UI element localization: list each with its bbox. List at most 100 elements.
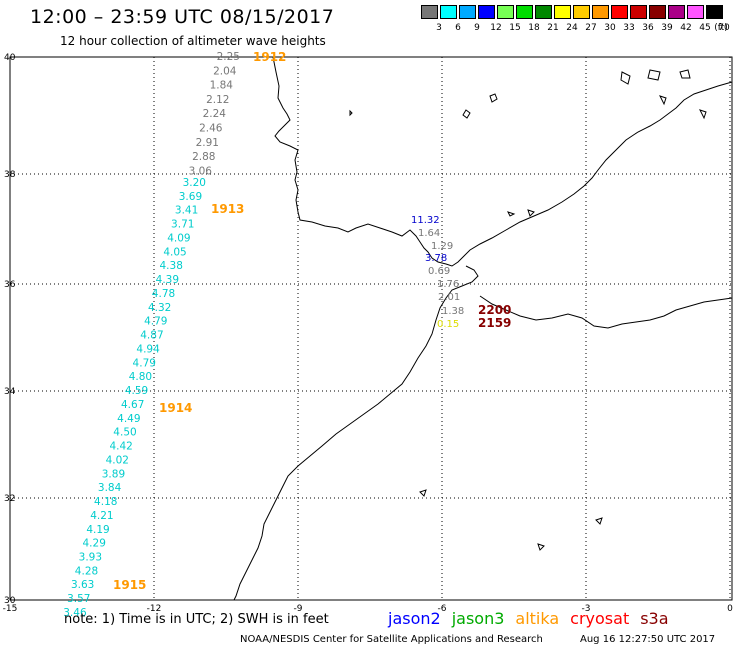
generated-timestamp: Aug 16 12:27:50 UTC 2017 [580, 634, 716, 645]
wave-height-value: 4.28 [75, 565, 98, 577]
legend-altika: altika [515, 609, 560, 628]
wave-height-value: 4.38 [160, 260, 183, 272]
legend-jason2: jason2 [388, 609, 441, 628]
longitude-label: -9 [294, 604, 303, 614]
wave-height-value: 11.32 [411, 215, 440, 226]
wave-height-value: 4.59 [125, 385, 148, 397]
scale-label: 70 [718, 23, 730, 33]
scale-swatch [611, 5, 628, 19]
wave-height-value: 2.25 [217, 51, 240, 63]
credit-line: NOAA/NESDIS Center for Satellite Applica… [240, 634, 543, 645]
footnote: note: 1) Time is in UTC; 2) SWH is in fe… [64, 612, 329, 627]
wave-height-value: 4.49 [117, 413, 140, 425]
scale-swatch [687, 5, 704, 19]
wave-height-value: 3.89 [102, 468, 125, 480]
scale-swatch [706, 5, 723, 19]
scale-swatch [668, 5, 685, 19]
latitude-label: 38 [4, 170, 16, 180]
wave-height-value: 2.88 [192, 151, 215, 163]
scale-swatch [535, 5, 552, 19]
wave-height-value: 3.93 [79, 551, 102, 563]
scale-unit: (ft) [714, 23, 728, 33]
scale-label: 39 [661, 23, 673, 33]
plot-frame [9, 56, 733, 601]
wave-height-value: 4.87 [140, 330, 163, 342]
wave-height-value: 2.04 [213, 65, 237, 77]
graticule [9, 56, 732, 601]
wave-height-value: 1.84 [210, 80, 234, 92]
wave-height-value: 2.24 [203, 108, 227, 120]
wave-height-value: 4.80 [129, 371, 152, 383]
wave-height-value: 4.18 [94, 496, 117, 508]
altimeter-tracks-strait: 11.32 3.78 1.64 1.29 0.69 1.76 2.01 1.38 0.15 220… [411, 215, 511, 330]
latitude-labels: 40 38 36 34 32 30 [4, 53, 16, 606]
wave-height-value: 3.69 [179, 191, 202, 203]
scale-label: 45 [699, 23, 711, 33]
legend-s3a: s3a [640, 609, 669, 628]
latitude-label: 36 [4, 280, 16, 290]
wave-height-value: 3.20 [183, 177, 206, 189]
wave-height-value: 1.76 [437, 279, 459, 290]
wave-height-value: 4.94 [136, 343, 160, 355]
scale-label: 3 [436, 23, 442, 33]
coastline [233, 56, 733, 601]
wave-height-value: 4.79 [144, 316, 167, 328]
wave-height-value: 2.12 [206, 94, 229, 106]
pass-time-label: 1914 [159, 401, 192, 415]
wave-height-value: 4.05 [163, 246, 186, 258]
wave-height-value: 0.69 [428, 266, 450, 277]
longitude-label: -15 [3, 604, 18, 614]
scale-label: 9 [474, 23, 480, 33]
map-title: 12:00 – 23:59 UTC 08/15/2017 [30, 6, 335, 28]
pass-time-label: 1912 [253, 50, 286, 64]
wave-height-value: 4.42 [109, 441, 132, 453]
scale-label: 15 [509, 23, 521, 33]
wave-height-value: 2.01 [438, 292, 460, 303]
wave-height-value: 4.50 [113, 427, 136, 439]
wave-height-value: 1.38 [442, 306, 464, 317]
wave-height-value: 3.06 [189, 165, 213, 177]
wave-height-value: 3.41 [175, 205, 198, 217]
scale-label: 30 [604, 23, 616, 33]
scale-swatch [649, 5, 666, 19]
pass-time-label: 1915 [113, 578, 146, 592]
legend-cryosat: cryosat [570, 609, 630, 628]
scale-label: 27 [585, 23, 597, 33]
color-scale: 3 6 9 12 15 18 21 24 27 30 33 36 39 42 45 70 (ft) [421, 5, 730, 35]
wave-height-value: 4.09 [167, 232, 190, 244]
scale-label: 36 [642, 23, 654, 33]
wave-height-value: 1.29 [431, 241, 453, 252]
latitude-label: 34 [4, 387, 16, 397]
latitude-label: 32 [4, 494, 15, 504]
pass-time-label: 2159 [478, 316, 511, 330]
wave-height-value: 3.63 [71, 579, 94, 591]
altimeter-track-1912: 2.25 2.04 1.84 2.12 2.24 2.46 2.91 2.88 3.06 [189, 51, 240, 177]
longitude-label: -12 [147, 604, 162, 614]
scale-swatch [592, 5, 609, 19]
latitude-label: 40 [4, 53, 16, 63]
pass-time-labels: 1912 1913 1914 1915 [113, 50, 286, 592]
satellite-legend: jason2 jason3 altika cryosat s3a [388, 609, 680, 628]
scale-swatch [630, 5, 647, 19]
legend-jason3: jason3 [451, 609, 505, 628]
scale-swatch [421, 5, 438, 19]
scale-swatch [459, 5, 476, 19]
pass-time-label: 2200 [478, 303, 511, 317]
scale-swatch [516, 5, 533, 19]
wave-height-value: 4.39 [156, 274, 179, 286]
wave-height-value: 4.29 [83, 538, 106, 550]
longitude-labels: -15 -12 -9 -6 -3 0 [3, 604, 733, 614]
longitude-label: -3 [582, 604, 591, 614]
wave-height-value: 4.67 [121, 399, 144, 411]
scale-label: 18 [528, 23, 540, 33]
scale-swatch [573, 5, 590, 19]
scale-label: 6 [455, 23, 461, 33]
wave-height-value: 3.57 [67, 593, 90, 605]
scale-label: 33 [623, 23, 635, 33]
latitude-label: 30 [4, 596, 16, 606]
wave-height-value: 4.02 [106, 454, 129, 466]
scale-swatch [478, 5, 495, 19]
wave-height-value: 4.32 [148, 302, 171, 314]
wave-height-value: 1.64 [418, 228, 440, 239]
